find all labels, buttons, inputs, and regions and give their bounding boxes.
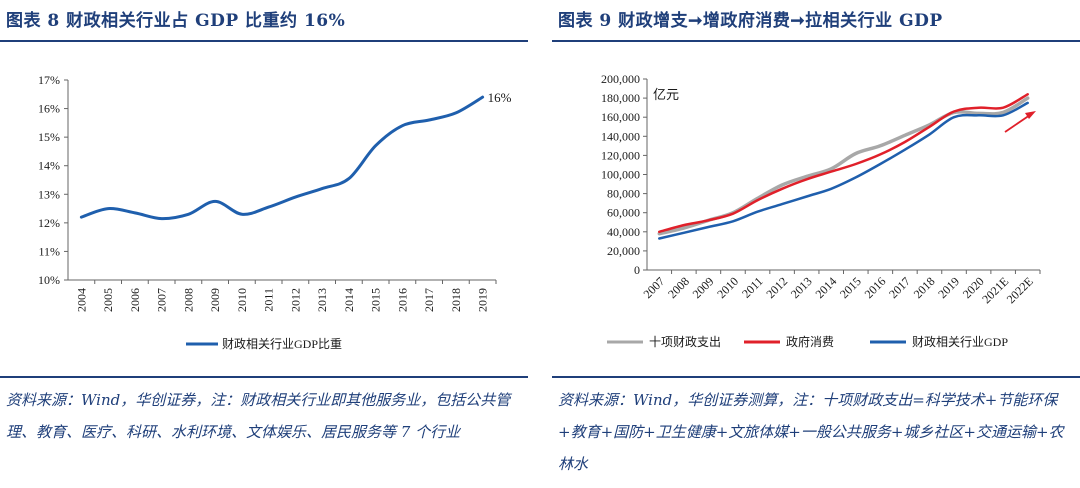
y-tick-label: 10%	[38, 273, 60, 287]
x-tick-label: 2018	[449, 288, 463, 312]
y-tick-label: 15%	[38, 130, 60, 144]
x-tick-label: 2008	[181, 288, 195, 312]
x-tick-label: 2007	[155, 288, 169, 312]
x-tick-label: 2017	[422, 288, 436, 312]
y-tick-label: 160,000	[601, 110, 640, 124]
y-axis-unit-label: 亿元	[653, 87, 679, 102]
x-tick-label: 2009	[690, 274, 717, 301]
x-tick-label: 2015	[837, 274, 864, 301]
y-tick-label: 200,000	[601, 72, 640, 86]
left-note-rule	[0, 376, 528, 378]
government-consumption-series-line	[658, 93, 1029, 234]
gdp-share-series-line	[79, 95, 485, 221]
right-header-rule	[552, 40, 1080, 42]
x-tick-label: 2009	[208, 288, 222, 312]
legend-label-gdp-share: 财政相关行业GDP比重	[222, 337, 342, 351]
left-header-rule	[0, 40, 528, 42]
left-source-note: 资料来源：Wind，华创证券，注：财政相关行业即其他服务业，包括公共管理、教育、…	[6, 391, 511, 441]
left-chart-header: 图表 8 财政相关行业占 GDP 比重约 16%	[6, 11, 346, 31]
x-tick-label: 2015	[369, 288, 383, 312]
x-tick-label: 2004	[74, 288, 88, 312]
legend-label-government-consumption: 政府消费	[786, 334, 834, 349]
gdp-share-annotation: 16%	[488, 90, 512, 105]
x-tick-label: 2016	[862, 274, 889, 301]
y-tick-label: 80,000	[607, 187, 640, 201]
x-tick-label: 2011	[739, 274, 766, 301]
right-panel: 图表 9 财政增支➞增政府消费➞拉相关行业 GDP 0 20,000 40,000 6…	[552, 0, 1080, 488]
x-tick-label: 2006	[128, 288, 142, 312]
x-tick-label: 2010	[714, 274, 741, 301]
x-tick-label: 2012	[288, 288, 302, 312]
y-tick-label: 60,000	[607, 206, 640, 220]
trend-arrow-shaft	[1004, 114, 1031, 133]
y-tick-label: 12%	[38, 216, 60, 230]
y-tick-label: 120,000	[601, 148, 640, 162]
left-panel: 图表 8 财政相关行业占 GDP 比重约 16% 10% 11% 12% 13% 14%…	[0, 0, 528, 488]
y-tick-label: 16%	[38, 102, 60, 116]
x-tick-label: 2012	[763, 274, 790, 301]
x-tick-label: 2019	[476, 288, 490, 312]
x-tick-label: 2014	[812, 274, 839, 301]
x-tick-label: 2021E	[979, 274, 1011, 306]
y-tick-label: 180,000	[601, 91, 640, 105]
y-tick-label: 40,000	[607, 225, 640, 239]
x-tick-label: 2008	[665, 274, 692, 301]
y-tick-label: 13%	[38, 187, 60, 201]
x-tick-label: 2014	[342, 288, 356, 312]
fiscal-related-gdp-series-line	[658, 101, 1029, 240]
y-tick-label: 0	[634, 263, 640, 277]
x-tick-label: 2019	[935, 274, 962, 301]
x-tick-label: 2007	[641, 274, 668, 301]
right-note-rule	[552, 376, 1080, 378]
x-tick-label: 2005	[101, 288, 115, 312]
x-tick-label: 2011	[262, 288, 276, 312]
trend-arrow-head	[1025, 111, 1036, 119]
y-tick-label: 140,000	[601, 129, 640, 143]
y-tick-label: 17%	[38, 73, 60, 87]
x-tick-label: 2016	[395, 288, 409, 312]
x-tick-label: 2010	[235, 288, 249, 312]
y-tick-label: 14%	[38, 159, 60, 173]
x-tick-label: 2013	[788, 274, 815, 301]
gdp-share-chart: 10% 11% 12% 13% 14% 15% 16% 17% 2004 2005 2006 2007…	[38, 73, 512, 351]
y-tick-label: 11%	[38, 244, 60, 258]
legend-label-ten-item-spending: 十项财政支出	[649, 335, 721, 349]
right-chart-header: 图表 9 财政增支➞增政府消费➞拉相关行业 GDP	[558, 11, 943, 31]
x-tick-label: 2018	[911, 274, 938, 301]
x-tick-label: 2017	[886, 274, 913, 301]
y-tick-label: 20,000	[607, 244, 640, 258]
x-tick-label: 2022E	[1004, 274, 1036, 306]
y-tick-label: 100,000	[601, 168, 640, 182]
right-source-note: 资料来源：Wind，华创证券测算，注：十项财政支出=科学技术+节能环保+教育+国…	[558, 391, 1064, 473]
ten-item-spending-series-line	[657, 96, 1030, 236]
x-tick-label: 2013	[315, 288, 329, 312]
legend-label-fiscal-related-gdp: 财政相关行业GDP	[912, 335, 1008, 349]
fiscal-spending-chart: 0 20,000 40,000 60,000 80,000 100,000 120,000 1…	[601, 72, 1041, 349]
